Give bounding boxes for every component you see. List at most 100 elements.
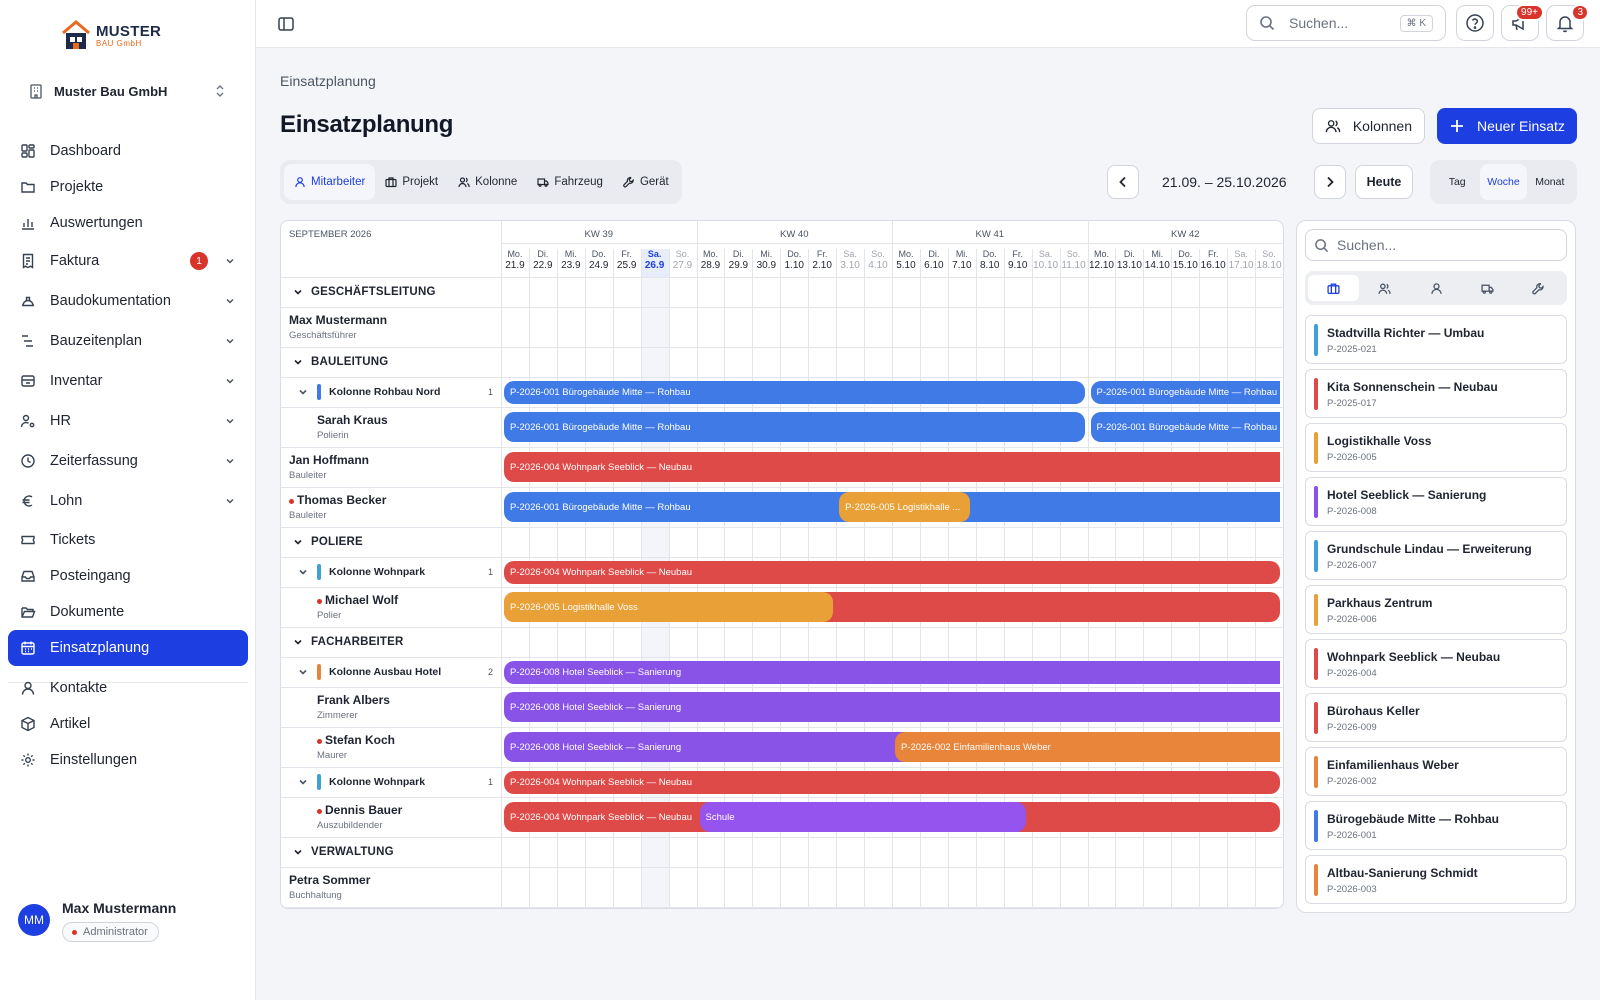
group-header[interactable]: POLIERE (281, 527, 1283, 557)
sidebar-item-hr[interactable]: HR (8, 403, 248, 439)
employee-row[interactable]: Sarah Kraus Polierin (281, 407, 501, 447)
sidebar-item-einstellungen[interactable]: Einstellungen (8, 742, 248, 778)
scale-tag[interactable]: Tag (1448, 176, 1466, 188)
assignment-bar[interactable]: P-2026-001 Bürogebäude Mitte — Rohbau (1090, 380, 1281, 404)
chevron-down-icon[interactable] (293, 847, 303, 857)
tab-kolonne[interactable]: Kolonne (448, 164, 527, 200)
project-card[interactable]: Bürohaus Keller P-2026-009 (1305, 693, 1567, 742)
assignment-bar[interactable]: P-2026-004 Wohnpark Seeblick — Neubau (504, 560, 1281, 584)
chevron-down-icon[interactable] (293, 287, 303, 297)
employee-row[interactable]: Frank Albers Zimmerer (281, 687, 501, 727)
assignment-bar[interactable]: P-2026-001 Bürogebäude Mitte — Rohbau (504, 412, 1085, 442)
project-card[interactable]: Logistikhalle Voss P-2026-005 (1305, 423, 1567, 472)
employee-row[interactable]: Stefan Koch Maurer (281, 727, 501, 767)
chevron-down-icon[interactable] (298, 777, 308, 787)
sidebar-item-faktura[interactable]: Faktura 1 (8, 243, 248, 279)
assignment-bar[interactable]: P-2026-004 Wohnpark Seeblick — Neubau (504, 770, 1281, 794)
project-card[interactable]: Parkhaus Zentrum P-2026-006 (1305, 585, 1567, 634)
announcements-button[interactable]: 99+ (1501, 4, 1544, 41)
employee-row[interactable]: Thomas Becker Bauleiter (281, 487, 501, 527)
user-profile[interactable]: MM Max Mustermann Administrator (18, 900, 248, 950)
project-card[interactable]: Wohnpark Seeblick — Neubau P-2026-004 (1305, 639, 1567, 688)
panel-tab-geraete[interactable] (1513, 275, 1564, 301)
group-header[interactable]: BAULEITUNG (281, 347, 1283, 377)
chevron-down-icon[interactable] (298, 667, 308, 677)
breadcrumb[interactable]: Einsatzplanung (280, 73, 376, 89)
sidebar-item-bauzeitenplan[interactable]: Bauzeitenplan (8, 323, 248, 359)
sidebar-item-baudokumentation[interactable]: Baudokumentation (8, 283, 248, 319)
today-button[interactable]: Heute (1355, 165, 1413, 199)
employee-row[interactable]: Jan Hoffmann Bauleiter (281, 447, 501, 487)
panel-tab-mitarbeiter[interactable] (1410, 275, 1461, 301)
help-button[interactable] (1456, 5, 1494, 41)
panel-tab-fahrzeuge[interactable] (1462, 275, 1513, 301)
new-assignment-button[interactable]: Neuer Einsatz (1437, 108, 1577, 144)
assignment-bar[interactable]: P-2026-005 Logistikhalle Voss (504, 592, 834, 622)
kolonne-row[interactable]: Kolonne Ausbau Hotel 2 (281, 657, 501, 687)
sidebar-item-tickets[interactable]: Tickets (8, 522, 248, 558)
chevron-down-icon[interactable] (293, 537, 303, 547)
employee-row[interactable]: Max Mustermann Geschäftsführer (281, 307, 501, 347)
notifications-button[interactable]: 3 (1546, 4, 1589, 41)
panel-tab-kolonnen[interactable] (1359, 275, 1410, 301)
chevron-down-icon[interactable] (293, 357, 303, 367)
employee-row[interactable]: Petra Sommer Buchhaltung (281, 867, 501, 907)
chevron-down-icon[interactable] (298, 567, 308, 577)
prev-period-button[interactable] (1107, 165, 1139, 199)
employee-row[interactable]: Michael Wolf Polier (281, 587, 501, 627)
sidebar-item-einsatzplanung[interactable]: Einsatzplanung (8, 630, 248, 666)
sidebar-item-projekte[interactable]: Projekte (8, 169, 248, 205)
kolonnen-button[interactable]: Kolonnen (1312, 108, 1425, 144)
project-card[interactable]: Kita Sonnenschein — Neubau P-2025-017 (1305, 369, 1567, 418)
kolonne-row[interactable]: Kolonne Rohbau Nord 1 (281, 377, 501, 407)
panel-tab-projekte[interactable] (1308, 275, 1360, 301)
assignment-bar[interactable]: P-2026-002 Einfamilienhaus Weber (895, 732, 1281, 762)
chevron-down-icon[interactable] (293, 637, 303, 647)
sidebar-item-dokumente[interactable]: Dokumente (8, 594, 248, 630)
tab-fahrzeug[interactable]: Fahrzeug (527, 164, 613, 200)
chevron-down-icon[interactable] (224, 255, 236, 267)
chevron-down-icon[interactable] (224, 415, 236, 427)
project-card[interactable]: Grundschule Lindau — Erweiterung P-2026-0… (1305, 531, 1567, 580)
kolonne-row[interactable]: Kolonne Wohnpark 1 (281, 767, 501, 797)
next-period-button[interactable] (1314, 165, 1346, 199)
company-switcher[interactable]: Muster Bau GmbH (14, 74, 240, 108)
sidebar-item-zeiterfassung[interactable]: Zeiterfassung (8, 443, 248, 479)
chevron-down-icon[interactable] (298, 387, 308, 397)
project-card[interactable]: Stadtvilla Richter — Umbau P-2025-021 (1305, 315, 1567, 364)
assignment-bar[interactable]: Schule (699, 802, 1026, 832)
group-header[interactable]: FACHARBEITER (281, 627, 1283, 657)
assignment-bar[interactable]: P-2026-004 Wohnpark Seeblick — Neubau (504, 452, 1281, 482)
group-header[interactable]: GESCHÄFTSLEITUNG (281, 277, 1283, 307)
project-search-input[interactable]: Suchen... (1305, 229, 1567, 261)
company-logo[interactable]: MUSTER BAU GmbH (62, 20, 162, 52)
sidebar-item-lohn[interactable]: Lohn (8, 483, 248, 519)
employee-row[interactable]: Dennis Bauer Auszubildender (281, 797, 501, 837)
chevron-down-icon[interactable] (224, 335, 236, 347)
sidebar-toggle-icon[interactable] (276, 14, 296, 34)
scale-monat[interactable]: Monat (1535, 176, 1565, 188)
assignment-bar[interactable]: P-2026-001 Bürogebäude Mitte — Rohbau (1090, 412, 1281, 442)
tab-projekt[interactable]: Projekt (375, 164, 448, 200)
sidebar-item-kontakte[interactable]: Kontakte (8, 670, 248, 706)
tab-mitarbeiter[interactable]: Mitarbeiter (284, 164, 376, 200)
assignment-bar[interactable]: P-2026-001 Bürogebäude Mitte — Rohbau (504, 380, 1085, 404)
project-card[interactable]: Einfamilienhaus Weber P-2026-002 (1305, 747, 1567, 796)
sidebar-item-dashboard[interactable]: Dashboard (8, 133, 248, 169)
chevron-down-icon[interactable] (224, 295, 236, 307)
group-header[interactable]: VERWALTUNG (281, 837, 1283, 867)
assignment-bar[interactable]: P-2026-008 Hotel Seeblick — Sanierung (504, 660, 1281, 684)
chevron-down-icon[interactable] (224, 375, 236, 387)
chevron-down-icon[interactable] (224, 455, 236, 467)
project-card[interactable]: Bürogebäude Mitte — Rohbau P-2026-001 (1305, 801, 1567, 850)
assignment-bar[interactable]: P-2026-005 Logistikhalle ... (839, 492, 970, 522)
kolonne-row[interactable]: Kolonne Wohnpark 1 (281, 557, 501, 587)
sidebar-item-artikel[interactable]: Artikel (8, 706, 248, 742)
sidebar-item-auswertungen[interactable]: Auswertungen (8, 205, 248, 241)
chevron-down-icon[interactable] (224, 495, 236, 507)
global-search[interactable]: Suchen... ⌘ K (1246, 5, 1446, 41)
tab-geraet[interactable]: Gerät (613, 164, 679, 200)
scale-woche[interactable]: Woche (1480, 164, 1527, 200)
assignment-bar[interactable]: P-2026-008 Hotel Seeblick — Sanierung (504, 692, 1281, 722)
sidebar-item-inventar[interactable]: Inventar (8, 363, 248, 399)
